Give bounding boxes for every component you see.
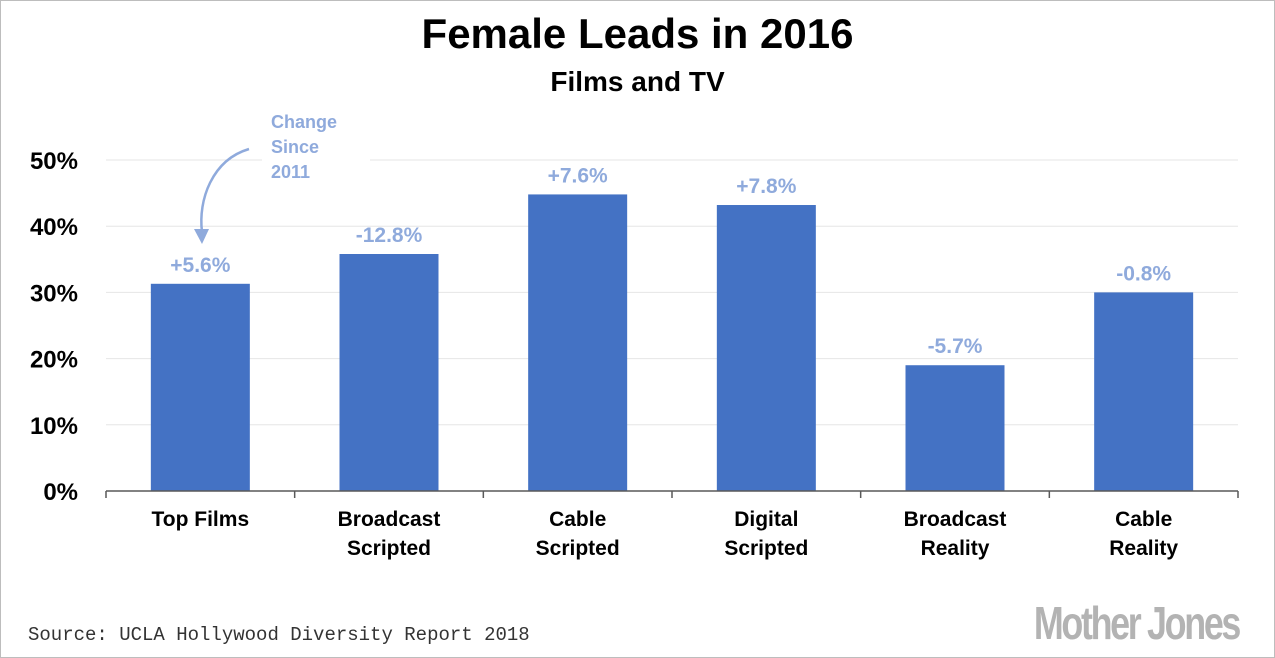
x-tick-label: Digital [734,508,798,531]
x-tick-label: Scripted [536,537,620,560]
y-tick-label: 40% [30,214,78,241]
data-label: -5.7% [928,335,983,358]
x-tick-label: Reality [921,537,990,560]
data-label: -12.8% [356,224,423,247]
annotation-background [262,108,370,186]
x-tick-label: Broadcast [338,508,441,531]
y-tick-label: 50% [30,148,78,175]
chart-subtitle: Films and TV [550,66,725,97]
data-label: +7.6% [548,164,608,187]
x-tick-label: Top Films [152,508,250,531]
x-tick-label: Cable [1115,508,1172,531]
data-label: -0.8% [1116,262,1171,285]
data-label: +7.8% [736,175,796,198]
chart-title: Female Leads in 2016 [421,10,854,57]
annotation-arrowhead [194,229,209,244]
x-tick-label: Scripted [724,537,808,560]
annotation-text: Change [271,112,337,132]
y-tick-label: 30% [30,280,78,307]
x-tick-label: Scripted [347,537,431,560]
data-label: +5.6% [170,254,230,277]
bar [1094,292,1194,491]
annotation-arrow [200,147,250,233]
bar [339,254,439,491]
mother-jones-logo: Mother Jones [1033,597,1242,649]
y-tick-label: 10% [30,413,78,440]
annotation-text: 2011 [271,162,310,182]
x-tick-label: Reality [1109,537,1178,560]
bar [716,205,816,492]
x-tick-label: Cable [549,508,606,531]
bar [528,194,628,491]
bar [905,365,1005,491]
source-note: Source: UCLA Hollywood Diversity Report … [28,624,530,646]
y-tick-label: 0% [43,479,78,506]
x-tick-label: Broadcast [904,508,1007,531]
bar [150,283,250,491]
annotation-text: Since [271,137,319,157]
y-tick-label: 20% [30,347,78,374]
